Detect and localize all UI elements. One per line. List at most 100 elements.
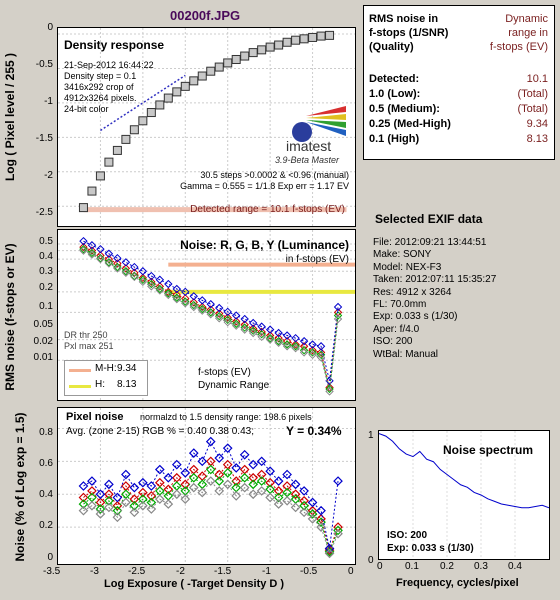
legend-note-line1: f-stops (EV): [198, 367, 251, 378]
density-point: [87, 186, 97, 196]
noise-point-r: [96, 251, 105, 260]
pixel-point-b: [290, 479, 301, 490]
noise-point-r: [113, 259, 122, 268]
density-info-line: 4912x3264 pixels.: [64, 93, 137, 103]
pixel-point-r: [163, 484, 174, 495]
pixel-point-b: [273, 476, 284, 486]
density-point: [104, 157, 114, 167]
noise-point-y: [231, 321, 241, 330]
pixel-point-y: [78, 505, 89, 516]
pixel-point-b: [282, 469, 292, 480]
noise-point-b: [130, 262, 139, 272]
spectrum-xtick: 0.3: [474, 561, 488, 572]
pixel-point-b: [146, 481, 157, 491]
pixel-point-b: [256, 456, 267, 467]
noise-point-y: [181, 299, 190, 308]
noise-point-y: [87, 250, 97, 259]
noise-point-b: [189, 292, 198, 301]
noise-point-b: [172, 284, 182, 294]
pixel-point-y: [197, 487, 208, 498]
density-ytick: -2: [44, 170, 53, 181]
pixel-avg: Avg. (zone 2-15) RGB % = 0.40 0.38 0.43;: [66, 426, 254, 437]
pixel-point-y: [265, 492, 275, 503]
exif-line: Exp: 0.033 s (1/30): [373, 311, 458, 323]
spectrum-title: Noise spectrum: [443, 443, 534, 457]
pixel-point-g: [188, 472, 199, 483]
pixel-point-y: [180, 494, 191, 505]
density-point: [265, 42, 275, 52]
spectrum-ytick-bottom: 0: [368, 555, 374, 566]
pixel-point-b: [121, 469, 131, 480]
pixel-point-g: [222, 467, 233, 478]
density-point: [308, 32, 318, 42]
gamma-fit-line: [100, 74, 186, 132]
pixel-point-y: [138, 500, 148, 511]
table-row-label: 0.25 (Med-High): [369, 118, 451, 130]
spectrum-iso: ISO: 200: [387, 530, 428, 541]
pixel-point-r: [231, 476, 242, 486]
density-info-line: 21-Sep-2012 16:44:22: [64, 60, 154, 70]
exif-line: Aper: f/4.0: [373, 323, 420, 335]
noise-point-y: [138, 277, 148, 287]
table-head-left: RMS noise in f-stops (1/SNR) (Quality): [369, 12, 448, 54]
density-ytick: 0: [47, 22, 53, 33]
density-point: [206, 66, 216, 76]
noise-point-y: [291, 343, 300, 353]
pixel-point-r: [299, 495, 309, 506]
pixel-point-g: [78, 499, 89, 509]
pixel-point-y: [273, 499, 284, 509]
pixel-point-r: [78, 492, 89, 503]
pixel-point-y: [316, 522, 326, 532]
noise-point-b: [181, 287, 190, 297]
noise-point-b: [299, 336, 309, 346]
pixel-ytick: 0.8: [39, 427, 53, 438]
h-legend-label: H:: [95, 379, 105, 390]
density-info-line: 3416x292 crop of: [64, 82, 134, 92]
table-head-left-line: (Quality): [369, 41, 414, 53]
noise-point-r: [223, 313, 232, 322]
table-head-right-line: Dynamic: [505, 13, 548, 25]
density-point: [78, 203, 88, 213]
noise-point-r: [231, 317, 241, 326]
density-point: [325, 30, 335, 40]
dr-table: RMS noise in f-stops (1/SNR) (Quality) D…: [363, 5, 555, 160]
pixel-point-r: [104, 489, 114, 500]
pixel-point-b: [163, 472, 174, 483]
pixel-ylabel: Noise (% of Log exp = 1.5): [13, 412, 27, 562]
density-point: [172, 87, 182, 97]
noise-point-g: [240, 323, 249, 332]
pixel-point-g: [146, 497, 157, 508]
density-heading: Density response: [64, 38, 165, 52]
pixel-point-r: [112, 500, 123, 511]
density-info-line: 24-bit color: [64, 104, 109, 114]
pixel-point-y: [324, 548, 335, 559]
pixel-point-b: [154, 464, 165, 475]
noise-point-y: [240, 325, 249, 334]
noise-point-r: [164, 287, 173, 297]
noise-point-y: [172, 294, 182, 304]
pixel-xtick: -1: [262, 566, 271, 577]
detected-range-label: Detected range = 10.1 f-stops (EV): [190, 204, 345, 215]
noise-ytick: 0.02: [33, 336, 53, 347]
density-point: [95, 171, 105, 181]
pixel-point-g: [214, 476, 225, 486]
noise-point-g: [138, 275, 148, 284]
noise-point-b: [231, 311, 241, 320]
pixel-point-y: [104, 502, 114, 513]
pixel-point-y: [188, 482, 199, 493]
noise-point-y: [308, 350, 317, 360]
noise-point-y: [121, 268, 131, 277]
exif-line: FL: 70.0mm: [373, 299, 427, 311]
noise-point-b: [282, 331, 292, 340]
noise-point-y: [257, 332, 266, 342]
noise-point-g: [206, 308, 215, 317]
noise-point-y: [265, 335, 275, 344]
pixel-point-b: [214, 453, 225, 463]
pixel-point-r: [138, 487, 148, 498]
density-ytick: -1.5: [35, 133, 53, 144]
pixel-point-r: [146, 491, 157, 501]
noise-point-y: [316, 353, 326, 362]
table-head-right: Dynamic range in f-stops (EV): [490, 12, 548, 54]
pixel-chart: [58, 408, 355, 564]
density-point: [155, 100, 165, 110]
